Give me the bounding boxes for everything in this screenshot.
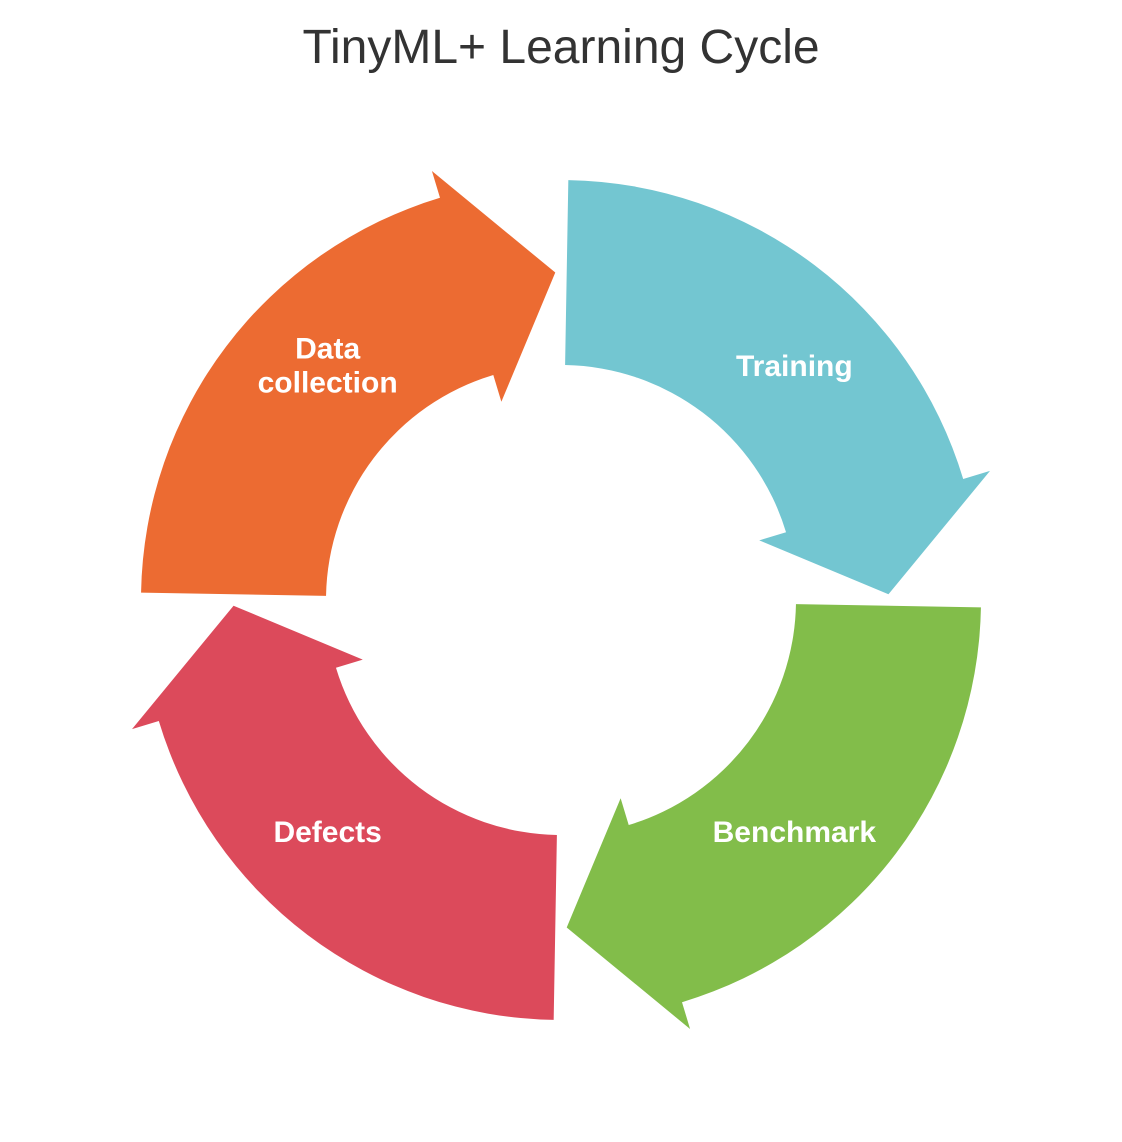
segment-label-data-collection: Data collection: [258, 332, 398, 401]
cycle-diagram: Data collection Training Benchmark Defec…: [111, 120, 1011, 1080]
segment-label-training: Training: [736, 349, 853, 384]
cycle-svg: [111, 120, 1011, 1080]
segment-arc-3: [132, 606, 557, 1020]
segment-arc-1: [565, 180, 990, 594]
segment-label-defects: Defects: [273, 816, 381, 851]
page: TinyML+ Learning Cycle Data collection T…: [0, 0, 1122, 1142]
page-title: TinyML+ Learning Cycle: [0, 20, 1122, 75]
segment-label-benchmark: Benchmark: [713, 816, 876, 851]
